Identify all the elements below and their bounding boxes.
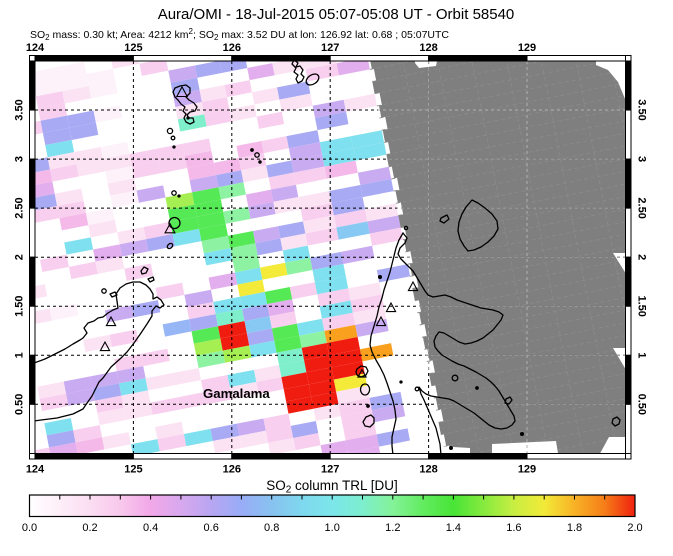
svg-text:3: 3 — [14, 156, 26, 162]
svg-text:3: 3 — [636, 156, 648, 162]
svg-text:2: 2 — [636, 254, 648, 260]
svg-text:SO2 mass: 0.30 kt; Area: 4212: SO2 mass: 0.30 kt; Area: 4212 km2; SO2 m… — [30, 27, 449, 42]
svg-text:2.50: 2.50 — [14, 197, 26, 218]
svg-text:1.8: 1.8 — [567, 522, 582, 534]
svg-text:SO2 column TRL [DU]: SO2 column TRL [DU] — [266, 478, 398, 496]
svg-text:1: 1 — [14, 352, 26, 358]
svg-text:0.6: 0.6 — [204, 522, 219, 534]
svg-text:1.0: 1.0 — [325, 522, 340, 534]
svg-text:1.4: 1.4 — [446, 522, 461, 534]
svg-text:127: 127 — [321, 42, 339, 54]
svg-text:Gamalama: Gamalama — [203, 386, 270, 401]
svg-text:3.50: 3.50 — [14, 99, 26, 120]
svg-text:0.0: 0.0 — [22, 522, 37, 534]
svg-text:129: 129 — [518, 42, 536, 54]
svg-text:0.50: 0.50 — [636, 394, 648, 415]
svg-text:Aura/OMI - 18-Jul-2015 05:07: Aura/OMI - 18-Jul-2015 05:07-05:08 UT - … — [158, 6, 515, 23]
svg-text:127: 127 — [321, 464, 339, 476]
svg-text:124: 124 — [26, 464, 45, 476]
svg-text:126: 126 — [223, 42, 241, 54]
svg-text:2.0: 2.0 — [627, 522, 642, 534]
svg-text:0.50: 0.50 — [14, 394, 26, 415]
svg-text:1: 1 — [636, 352, 648, 358]
svg-text:0.4: 0.4 — [143, 522, 158, 534]
svg-text:129: 129 — [518, 464, 536, 476]
svg-text:2: 2 — [14, 254, 26, 260]
svg-text:3.50: 3.50 — [636, 99, 648, 120]
svg-text:2.50: 2.50 — [636, 197, 648, 218]
svg-text:1.6: 1.6 — [506, 522, 521, 534]
svg-text:1.2: 1.2 — [385, 522, 400, 534]
svg-text:128: 128 — [419, 42, 437, 54]
svg-text:124: 124 — [26, 42, 45, 54]
svg-text:0.2: 0.2 — [82, 522, 97, 534]
svg-text:0.8: 0.8 — [264, 522, 279, 534]
svg-text:1.50: 1.50 — [14, 295, 26, 316]
svg-text:1.50: 1.50 — [636, 295, 648, 316]
svg-text:126: 126 — [223, 464, 241, 476]
svg-text:125: 125 — [124, 464, 142, 476]
svg-text:128: 128 — [419, 464, 437, 476]
svg-text:125: 125 — [124, 42, 142, 54]
